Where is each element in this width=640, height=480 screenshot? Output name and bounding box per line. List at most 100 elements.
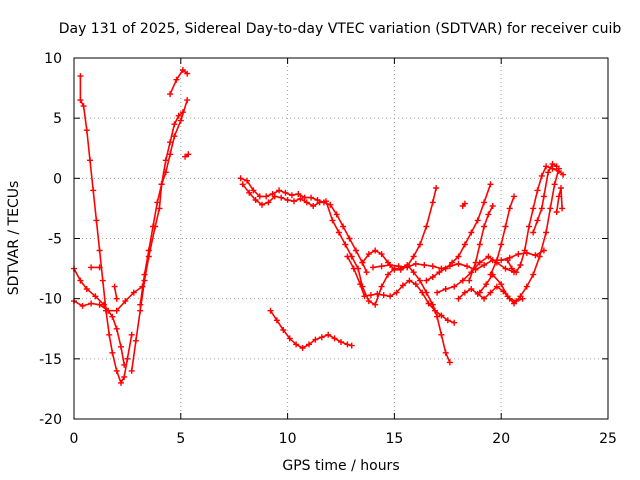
data-point bbox=[433, 185, 440, 191]
data-point bbox=[109, 313, 116, 320]
data-point bbox=[301, 194, 308, 201]
chart-title: Day 131 of 2025, Sidereal Day-to-day VTE… bbox=[59, 21, 622, 37]
data-point bbox=[167, 151, 174, 158]
y-tick-label: -10 bbox=[39, 292, 62, 308]
data-point bbox=[299, 345, 306, 351]
data-point bbox=[310, 203, 317, 209]
data-point bbox=[461, 241, 468, 248]
data-point bbox=[476, 241, 483, 248]
data-point bbox=[363, 269, 370, 276]
data-point bbox=[344, 341, 351, 348]
trace-13-line bbox=[346, 255, 456, 324]
data-point bbox=[280, 327, 287, 333]
data-point bbox=[353, 247, 359, 254]
data-point bbox=[87, 157, 93, 164]
data-point bbox=[511, 300, 517, 307]
data-point bbox=[344, 253, 351, 260]
data-point bbox=[288, 192, 295, 199]
data-point bbox=[331, 335, 338, 342]
data-point bbox=[77, 97, 84, 104]
data-point bbox=[184, 70, 191, 77]
data-point bbox=[365, 298, 372, 305]
data-point bbox=[237, 175, 244, 182]
data-point bbox=[83, 127, 90, 134]
data-point bbox=[93, 217, 100, 224]
data-point bbox=[538, 172, 545, 179]
data-point bbox=[455, 253, 462, 260]
data-point bbox=[124, 355, 131, 362]
data-point bbox=[425, 300, 432, 307]
data-point bbox=[485, 211, 492, 218]
x-tick-label: 10 bbox=[279, 431, 297, 447]
trace-24-line bbox=[555, 187, 563, 213]
data-point bbox=[367, 292, 374, 299]
data-point bbox=[118, 343, 124, 350]
data-point bbox=[282, 189, 289, 196]
data-point bbox=[327, 201, 334, 208]
data-point bbox=[338, 339, 344, 345]
data-point bbox=[185, 151, 192, 158]
data-point bbox=[481, 199, 488, 206]
x-axis-label: GPS time / hours bbox=[282, 458, 399, 474]
data-point bbox=[263, 193, 270, 200]
data-point bbox=[88, 264, 95, 271]
data-point bbox=[459, 277, 466, 284]
data-point bbox=[449, 259, 456, 266]
data-point bbox=[442, 265, 449, 272]
data-point bbox=[378, 283, 385, 290]
data-point bbox=[464, 263, 470, 270]
data-point bbox=[173, 76, 180, 83]
data-point bbox=[239, 181, 246, 188]
data-point bbox=[374, 290, 381, 297]
data-point bbox=[397, 266, 404, 273]
data-point bbox=[184, 97, 191, 104]
data-point bbox=[96, 264, 103, 271]
data-point bbox=[526, 223, 532, 230]
data-point bbox=[348, 342, 355, 349]
data-point bbox=[451, 283, 458, 290]
data-point bbox=[481, 223, 488, 230]
data-point bbox=[105, 307, 112, 314]
data-point bbox=[291, 198, 297, 205]
data-point bbox=[412, 260, 419, 267]
data-point bbox=[493, 257, 500, 264]
data-point bbox=[498, 281, 505, 288]
x-tick-label: 25 bbox=[599, 431, 617, 447]
data-point bbox=[150, 223, 156, 230]
data-point bbox=[267, 307, 274, 314]
data-point bbox=[543, 229, 550, 236]
data-point bbox=[99, 277, 106, 284]
data-point bbox=[521, 247, 528, 254]
data-point bbox=[466, 277, 473, 284]
data-point bbox=[372, 247, 379, 254]
data-point bbox=[276, 187, 283, 194]
data-point bbox=[357, 281, 364, 288]
data-point bbox=[387, 262, 394, 268]
data-point bbox=[113, 325, 120, 332]
data-point bbox=[113, 307, 120, 314]
data-point bbox=[429, 263, 436, 270]
data-point bbox=[162, 157, 169, 164]
y-tick-labels: -20 -15 -10 -5 0 5 10 bbox=[39, 51, 62, 428]
y-tick-label: 0 bbox=[53, 171, 62, 187]
data-point bbox=[385, 271, 391, 278]
data-point bbox=[259, 201, 265, 208]
data-point bbox=[502, 223, 509, 230]
y-axis-label: SDTVAR / TECUs bbox=[6, 181, 22, 296]
data-point bbox=[393, 289, 400, 296]
trace-23-line bbox=[532, 163, 558, 234]
data-point bbox=[244, 177, 250, 184]
data-point bbox=[395, 263, 402, 270]
data-point bbox=[158, 181, 165, 188]
data-point bbox=[485, 253, 492, 260]
data-point bbox=[154, 199, 161, 206]
trace-6-line bbox=[169, 69, 188, 95]
data-point bbox=[530, 271, 537, 278]
data-point bbox=[560, 171, 567, 178]
data-point bbox=[128, 331, 135, 338]
data-point bbox=[378, 251, 385, 258]
trace-3-line bbox=[73, 285, 144, 312]
data-point bbox=[547, 205, 554, 212]
data-point bbox=[88, 300, 95, 307]
data-point bbox=[493, 283, 500, 290]
